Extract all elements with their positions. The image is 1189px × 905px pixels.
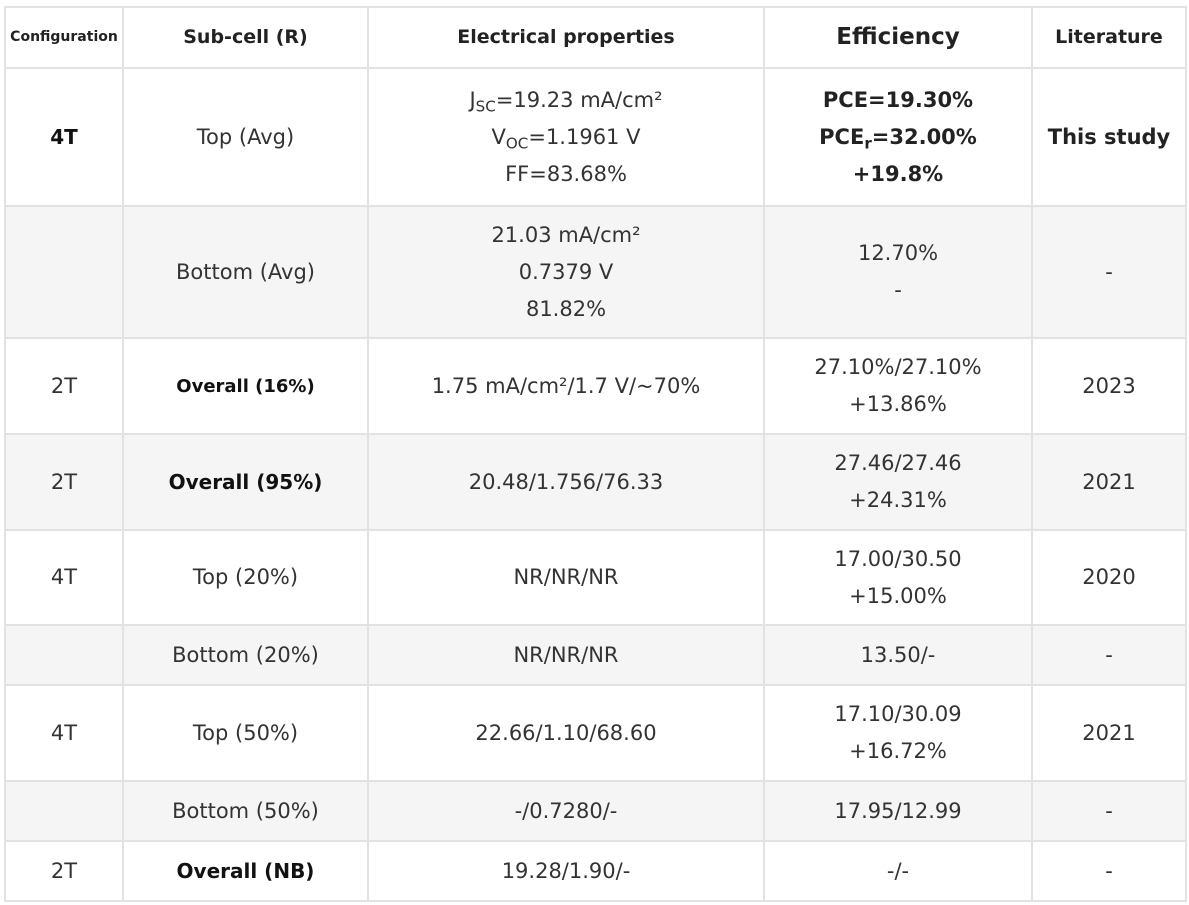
eff-line: 17.10/30.09 [834,702,962,726]
cell-electrical: 20.48/1.756/76.33 [367,433,765,531]
eff-line: +13.86% [849,392,947,416]
cell-efficiency: PCE=19.30% PCEr=32.00% +19.8% [763,67,1033,207]
table-row: Bottom (50%) -/0.7280/- 17.95/12.99 - [4,780,1187,842]
table-row: 4T Top (20%) NR/NR/NR 17.00/30.50 +15.00… [4,529,1187,626]
cell-subcell: Top (50%) [122,684,369,782]
table-row: 2T Overall (16%) 1.75 mA/cm²/1.7 V/~70% … [4,337,1187,435]
header-literature: Literature [1031,6,1187,69]
cell-subcell: Overall (NB) [122,840,369,902]
cell-electrical: 21.03 mA/cm² 0.7379 V 81.82% [367,205,765,339]
cell-subcell: Top (Avg) [122,67,369,207]
comparison-table: Configuration Sub-cell (R) Electrical pr… [4,6,1187,902]
voc-line: VOC=1.1961 V [491,124,641,153]
cell-efficiency: 27.10%/27.10% +13.86% [763,337,1033,435]
cell-literature: - [1031,780,1187,842]
cell-subcell: Bottom (20%) [122,624,369,686]
table-header-row: Configuration Sub-cell (R) Electrical pr… [4,6,1187,69]
cell-configuration: 2T [4,433,124,531]
table-row: 4T Top (50%) 22.66/1.10/68.60 17.10/30.0… [4,684,1187,782]
eff-line: 27.46/27.46 [834,451,962,475]
eff-line: 27.10%/27.10% [814,355,982,379]
cell-efficiency: 12.70% - [763,205,1033,339]
header-efficiency: Efficiency [763,6,1033,69]
cell-efficiency: 27.46/27.46 +24.31% [763,433,1033,531]
table-row: Bottom (Avg) 21.03 mA/cm² 0.7379 V 81.82… [4,205,1187,339]
cell-subcell: Bottom (50%) [122,780,369,842]
comparison-table-wrapper: Configuration Sub-cell (R) Electrical pr… [4,6,1187,902]
cell-configuration: 4T [4,529,124,626]
eff-line: +16.72% [849,739,947,763]
ff-line: FF=83.68% [505,161,627,186]
cell-configuration [4,780,124,842]
jsc-line: JSC=19.23 mA/cm² [469,87,663,116]
cell-literature: 2021 [1031,684,1187,782]
cell-configuration: 4T [4,67,124,207]
cell-efficiency: 13.50/- [763,624,1033,686]
cell-configuration: 2T [4,840,124,902]
table-row: 4T Top (Avg) JSC=19.23 mA/cm² VOC=1.1961… [4,67,1187,207]
cell-efficiency: 17.10/30.09 +16.72% [763,684,1033,782]
cell-electrical: NR/NR/NR [367,624,765,686]
table-row: 2T Overall (NB) 19.28/1.90/- -/- - [4,840,1187,902]
elec-line: 0.7379 V [518,259,614,284]
table-row: 2T Overall (95%) 20.48/1.756/76.33 27.46… [4,433,1187,531]
table-row: Bottom (20%) NR/NR/NR 13.50/- - [4,624,1187,686]
cell-configuration [4,205,124,339]
cell-configuration: 2T [4,337,124,435]
cell-configuration: 4T [4,684,124,782]
eff-line: +15.00% [849,583,947,608]
cell-literature: - [1031,205,1187,339]
gain-line: +19.8% [852,161,944,186]
cell-efficiency: 17.00/30.50 +15.00% [763,529,1033,626]
cell-efficiency: 17.95/12.99 [763,780,1033,842]
eff-line: +24.31% [849,488,947,512]
cell-configuration [4,624,124,686]
cell-literature: 2020 [1031,529,1187,626]
cell-electrical: JSC=19.23 mA/cm² VOC=1.1961 V FF=83.68% [367,67,765,207]
pcer-line: PCEr=32.00% [819,124,977,153]
cell-literature: - [1031,624,1187,686]
cell-subcell: Overall (95%) [122,433,369,531]
cell-literature: - [1031,840,1187,902]
cell-subcell: Bottom (Avg) [122,205,369,339]
cell-efficiency: -/- [763,840,1033,902]
header-configuration: Configuration [4,6,124,69]
cell-electrical: 19.28/1.90/- [367,840,765,902]
cell-electrical: -/0.7280/- [367,780,765,842]
cell-literature: 2021 [1031,433,1187,531]
pce-line: PCE=19.30% [822,87,974,112]
cell-literature: This study [1031,67,1187,207]
eff-line: - [894,278,902,302]
cell-subcell: Overall (16%) [122,337,369,435]
elec-line: 81.82% [525,296,607,321]
header-subcell: Sub-cell (R) [122,6,369,69]
header-electrical-properties: Electrical properties [367,6,765,69]
cell-literature: 2023 [1031,337,1187,435]
cell-electrical: 1.75 mA/cm²/1.7 V/~70% [367,337,765,435]
eff-line: 17.00/30.50 [834,546,962,571]
cell-electrical: NR/NR/NR [367,529,765,626]
elec-line: 21.03 mA/cm² [491,222,641,247]
cell-subcell: Top (20%) [122,529,369,626]
cell-electrical: 22.66/1.10/68.60 [367,684,765,782]
eff-line: 12.70% [857,241,939,265]
